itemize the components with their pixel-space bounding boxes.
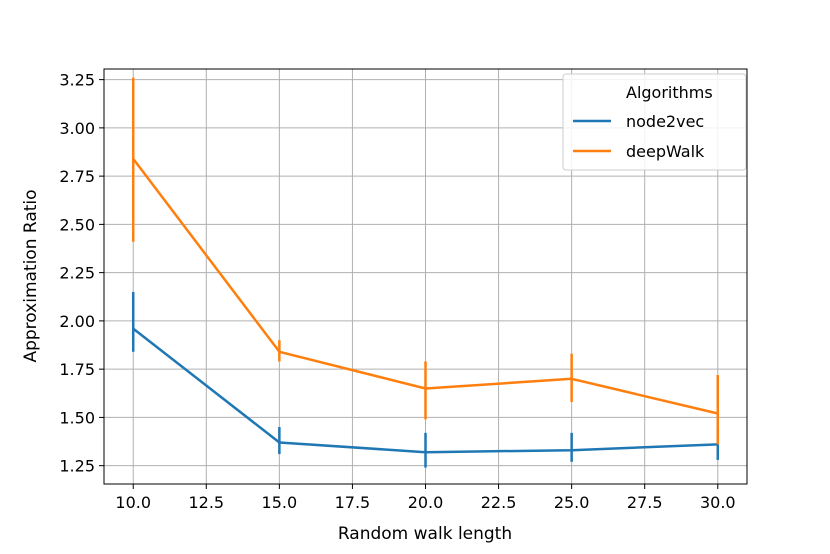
y-tick-label: 2.00 — [59, 312, 95, 331]
y-tick-label: 3.25 — [59, 71, 95, 90]
x-tick-label: 15.0 — [262, 493, 298, 512]
y-tick-label: 2.50 — [59, 215, 95, 234]
series-layer — [131, 77, 720, 468]
legend-title: Algorithms — [626, 83, 713, 102]
x-tick-label: 12.5 — [188, 493, 224, 512]
x-tick-label: 20.0 — [408, 493, 444, 512]
y-tick-label: 1.75 — [59, 360, 95, 379]
x-tick-label: 10.0 — [115, 493, 151, 512]
y-tick-label: 1.50 — [59, 408, 95, 427]
x-tick-label: 30.0 — [700, 493, 736, 512]
series-node2vec — [131, 291, 720, 468]
y-tick-label: 1.25 — [59, 457, 95, 476]
legend-label-node2vec: node2vec — [626, 112, 704, 131]
series-deepwalk — [131, 77, 720, 445]
y-tick-label: 2.75 — [59, 167, 95, 186]
legend-box — [562, 73, 747, 171]
x-tick-label: 25.0 — [554, 493, 590, 512]
x-tick-label: 27.5 — [627, 493, 663, 512]
legend-label-deepwalk: deepWalk — [626, 142, 705, 161]
grid — [104, 69, 747, 484]
x-tick-label: 22.5 — [481, 493, 517, 512]
x-tick-label: 17.5 — [335, 493, 371, 512]
x-axis-label: Random walk length — [338, 524, 512, 544]
y-axis: 1.25 1.50 1.75 2.00 2.25 2.50 2.75 3.00 3.25 — [59, 71, 104, 476]
y-axis-label: Approximation Ratio — [21, 189, 41, 362]
y-tick-label: 2.25 — [59, 264, 95, 283]
x-axis: 10.0 12.5 15.0 17.5 20.0 22.5 25.0 27.5 30.0 — [115, 484, 736, 512]
legend: Algorithms node2vec deepWalk — [562, 73, 747, 171]
y-tick-label: 3.00 — [59, 119, 95, 138]
